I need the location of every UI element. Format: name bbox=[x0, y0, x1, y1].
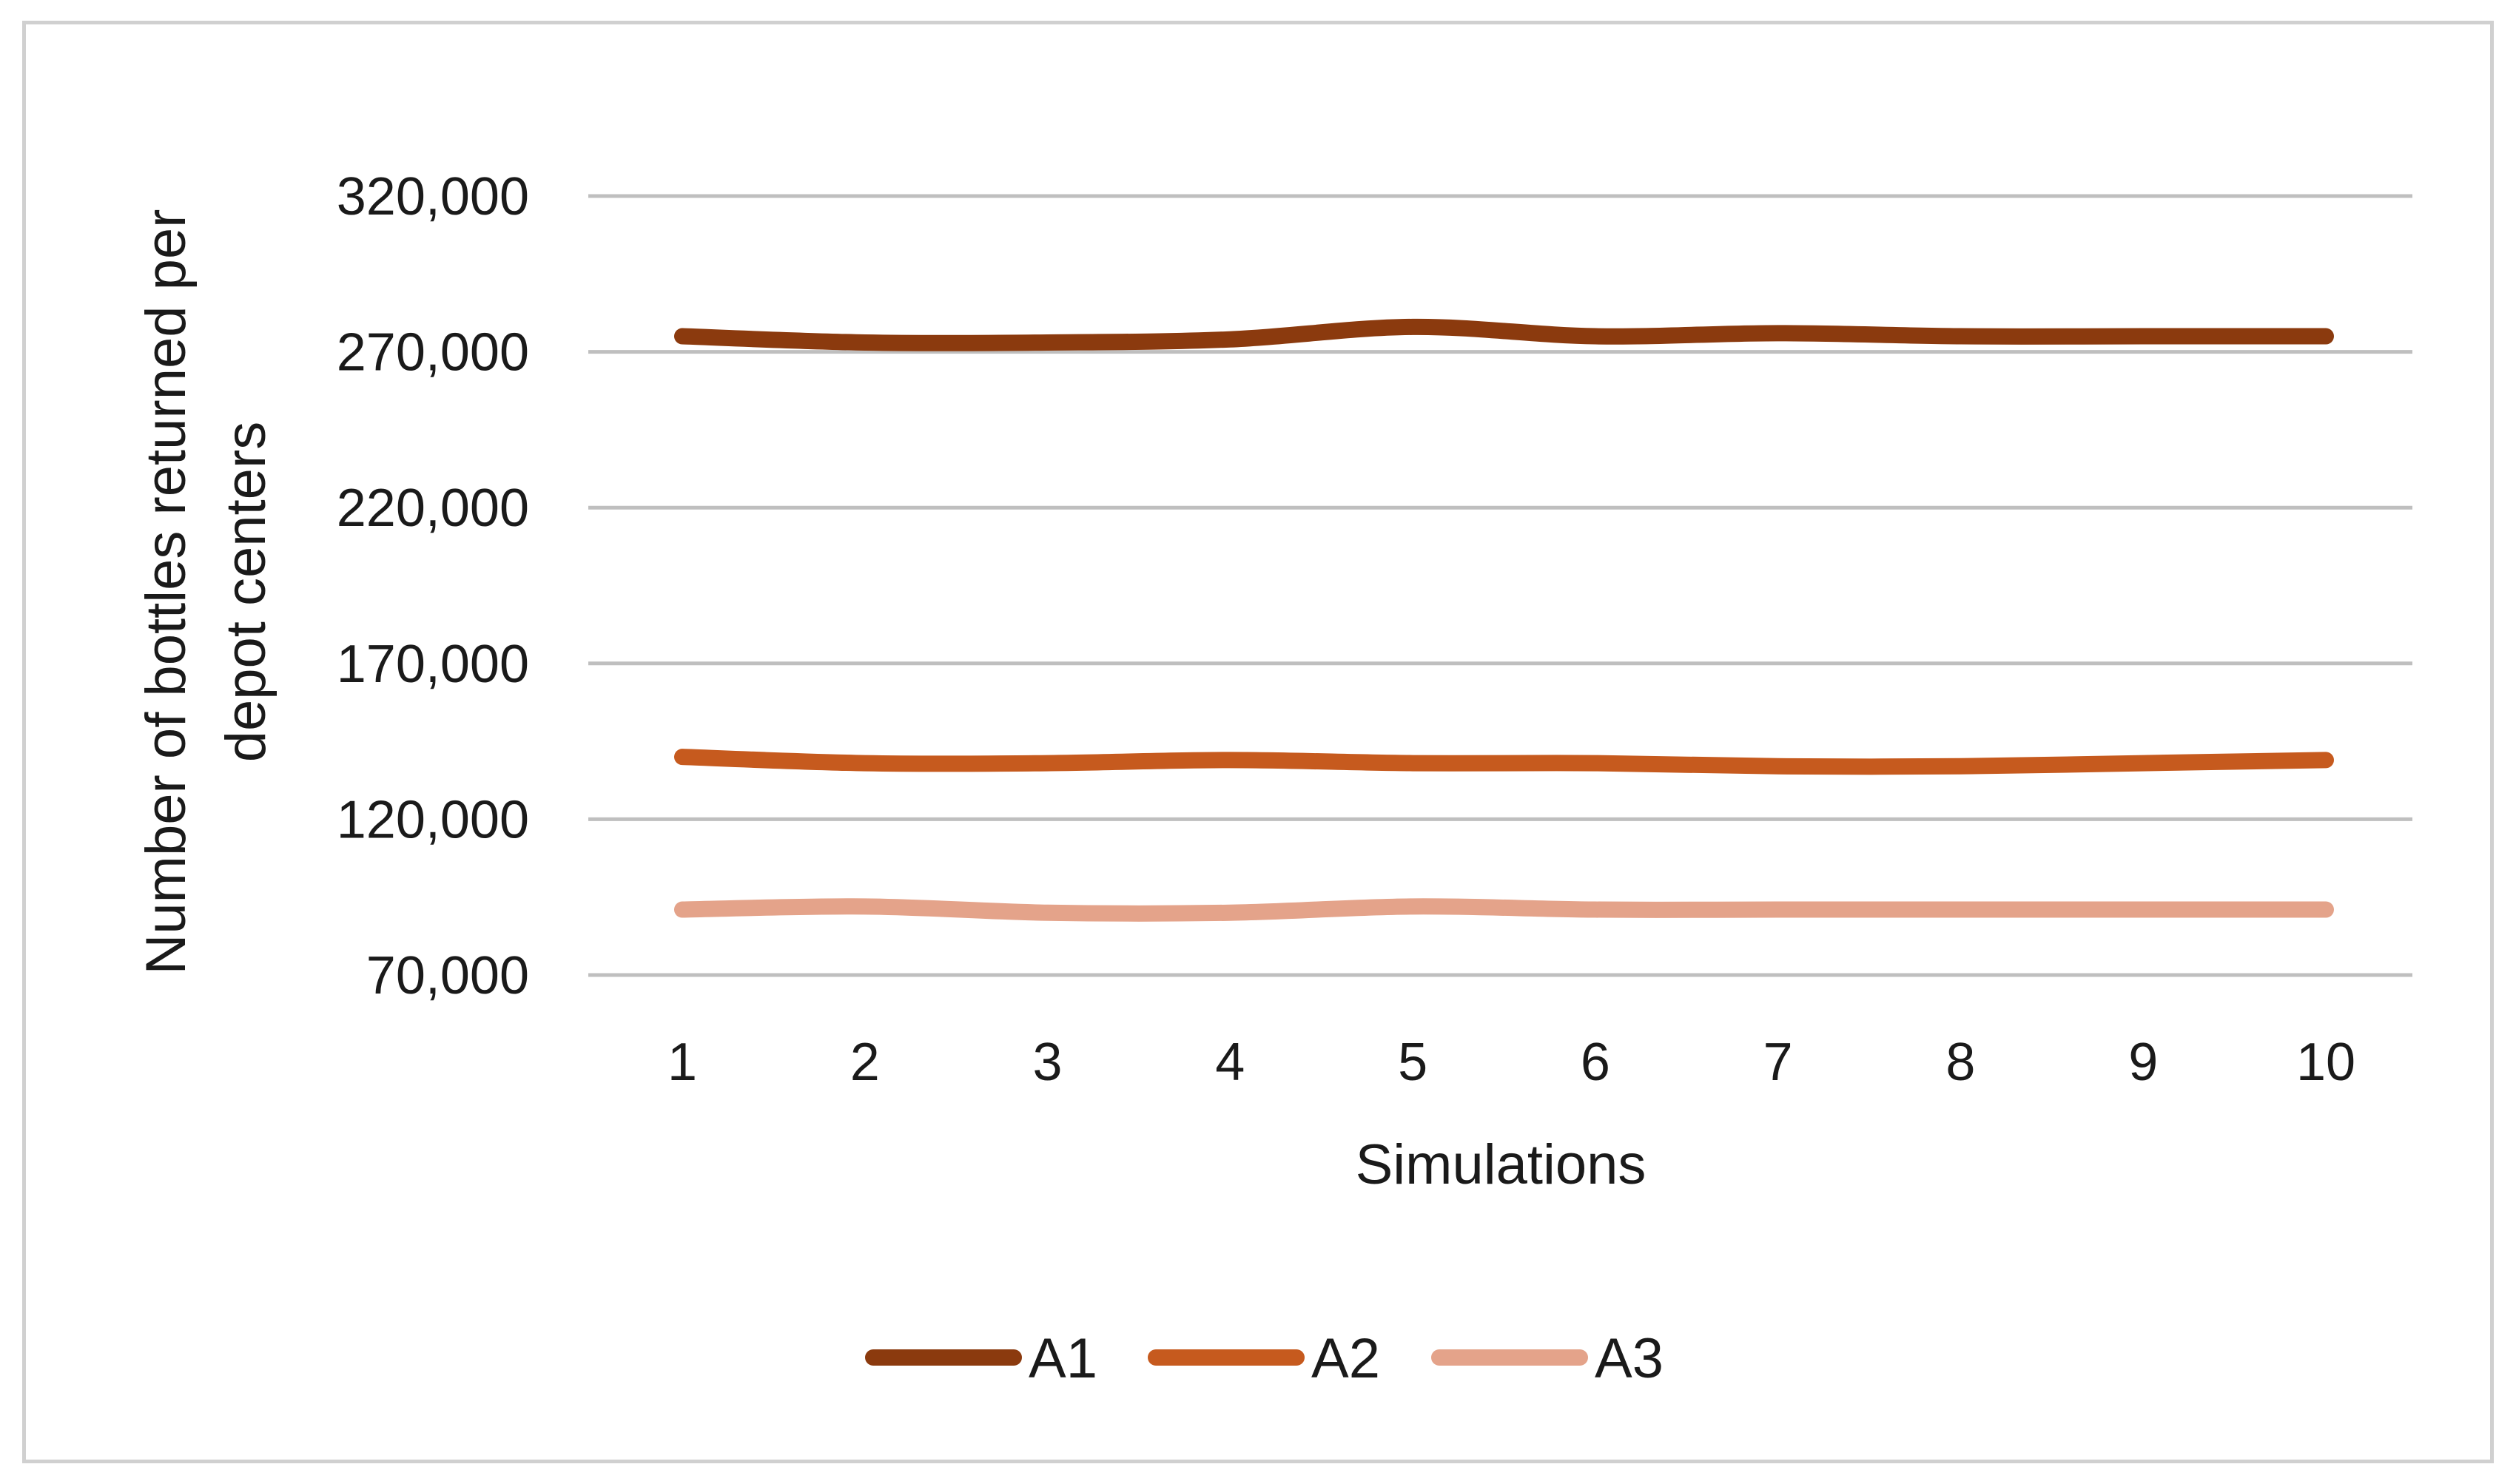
series-lines bbox=[674, 318, 2334, 922]
x-tick-label: 9 bbox=[2128, 1033, 2158, 1092]
gridlines bbox=[588, 194, 2412, 977]
x-axis-title: Simulations bbox=[1356, 1133, 1646, 1196]
y-tick-label: 220,000 bbox=[337, 479, 529, 538]
x-tick-label: 8 bbox=[1945, 1033, 1975, 1092]
series-line-a2 bbox=[674, 749, 2334, 775]
chart-frame bbox=[22, 21, 2494, 1463]
legend-label: A2 bbox=[1311, 1327, 1380, 1390]
y-tick-label: 270,000 bbox=[337, 323, 529, 382]
series-line-a1 bbox=[674, 318, 2334, 351]
x-tick-label: 10 bbox=[2296, 1033, 2355, 1092]
legend: A1 A2 A3 bbox=[865, 1327, 1664, 1390]
x-tick-label: 2 bbox=[850, 1033, 880, 1092]
y-tick-label: 120,000 bbox=[337, 790, 529, 849]
legend-label: A1 bbox=[1029, 1327, 1097, 1390]
y-axis-ticks: 70,000 120,000 170,000 220,000 270,000 320,00… bbox=[337, 167, 529, 1005]
legend-label: A3 bbox=[1595, 1327, 1664, 1390]
y-tick-label: 170,000 bbox=[337, 635, 529, 694]
x-tick-label: 5 bbox=[1398, 1033, 1427, 1092]
x-tick-label: 3 bbox=[1033, 1033, 1063, 1092]
y-axis-title-line1: Number of bottles returned per bbox=[135, 209, 198, 975]
x-tick-label: 4 bbox=[1215, 1033, 1245, 1092]
legend-item-a2: A2 bbox=[1148, 1327, 1380, 1390]
y-axis-title-line2: depot centers bbox=[215, 422, 278, 763]
y-tick-label: 320,000 bbox=[337, 167, 529, 226]
x-tick-label: 1 bbox=[667, 1033, 697, 1092]
x-axis-ticks: 1 2 3 4 5 6 7 8 9 10 bbox=[667, 1033, 2355, 1092]
y-tick-label: 70,000 bbox=[366, 946, 529, 1005]
series-line-a3 bbox=[674, 898, 2334, 922]
legend-item-a1: A1 bbox=[865, 1327, 1097, 1390]
legend-item-a3: A3 bbox=[1431, 1327, 1664, 1390]
x-tick-label: 7 bbox=[1763, 1033, 1793, 1092]
y-axis-title: Number of bottles returned per depot cen… bbox=[135, 209, 278, 975]
x-tick-label: 6 bbox=[1581, 1033, 1610, 1092]
